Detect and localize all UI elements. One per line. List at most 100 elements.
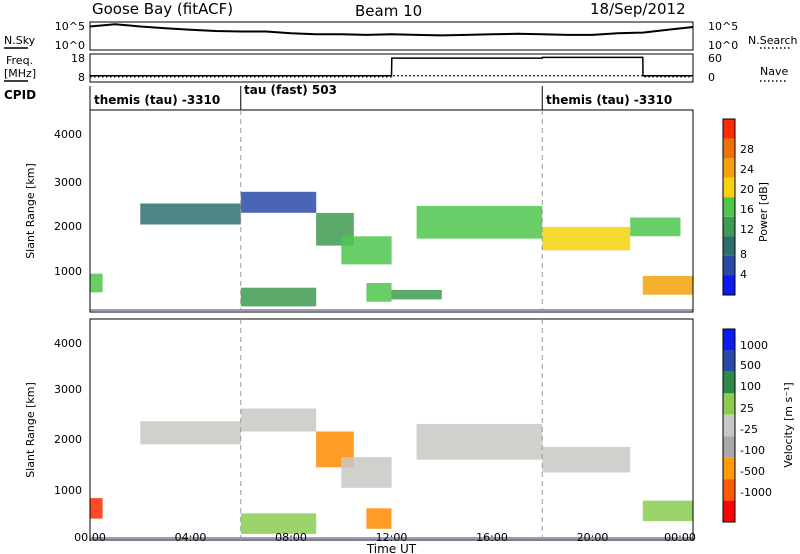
power-frame <box>89 109 694 313</box>
velocity-cbar-tick-500: 500 <box>740 359 761 372</box>
nsky-frame <box>89 21 694 51</box>
nsky-label: N.Sky <box>4 34 36 47</box>
velocity-data-cells <box>90 408 694 539</box>
velocity-cbar-tick-neg100: -100 <box>740 444 765 457</box>
station-title: Goose Bay (fitACF) <box>92 0 233 18</box>
power-colorbar-frame <box>722 118 736 296</box>
freq-left-tick-bottom: 8 <box>78 71 85 84</box>
power-cbar-tick-4: 4 <box>740 268 747 281</box>
x-axis-label: Time UT <box>366 542 417 554</box>
velocity-cbar-tick-neg500: -500 <box>740 465 765 478</box>
heatmap-region <box>140 203 241 225</box>
power-ytick-3000: 3000 <box>54 176 82 189</box>
colorbar-cell <box>723 119 735 139</box>
heatmap-region <box>542 446 631 473</box>
heatmap-region <box>140 421 241 445</box>
velocity-ytick-1000: 1000 <box>54 484 82 497</box>
cpid-label: CPID <box>4 88 36 102</box>
power-cbar-tick-20: 20 <box>740 183 754 196</box>
velocity-panel: 4000 3000 2000 1000 Slant Range [km] <box>24 318 694 541</box>
nave-series-line <box>90 74 693 78</box>
colorbar-cell <box>723 436 735 458</box>
colorbar-cell <box>723 275 735 295</box>
velocity-cbar-tick-100: 100 <box>740 380 761 393</box>
velocity-colorbar-cells <box>723 329 735 522</box>
colorbar-cell <box>723 457 735 480</box>
colorbar-cell <box>723 414 735 437</box>
heatmap-region <box>240 513 317 534</box>
freq-label: Freq. <box>6 54 33 67</box>
colorbar-cell <box>723 479 735 501</box>
nave-label: Nave <box>760 65 788 78</box>
nsky-panel: N.Sky 10^5 10^0 10^5 10^0 N.Search <box>4 20 798 52</box>
power-colorbar-label: Power [dB] <box>757 182 770 242</box>
power-panel: 4000 3000 2000 1000 Slant Range [km] <box>24 109 694 313</box>
heatmap-region <box>90 273 103 293</box>
colorbar-cell <box>723 371 735 394</box>
velocity-ytick-2000: 2000 <box>54 433 82 446</box>
power-ytick-1000: 1000 <box>54 265 82 278</box>
velocity-ylabel: Slant Range [km] <box>24 382 37 478</box>
velocity-colorbar-frame <box>722 328 736 523</box>
colorbar-cell <box>723 500 735 522</box>
nsearch-label: N.Search <box>748 34 798 47</box>
xtick-0400: 04:00 <box>175 531 207 544</box>
nsky-right-tick-top: 10^5 <box>708 20 738 33</box>
cpid-segment-1: themis (tau) -3310 <box>94 93 220 107</box>
nsky-right-tick-bottom: 10^0 <box>708 39 738 52</box>
colorbar-cell <box>723 255 735 276</box>
freq-panel: Freq. [MHz] 18 8 60 0 Nave <box>4 52 788 84</box>
power-ytick-4000: 4000 <box>54 128 82 141</box>
velocity-ytick-3000: 3000 <box>54 383 82 396</box>
velocity-ytick-4000: 4000 <box>54 337 82 350</box>
heatmap-baseline <box>90 537 693 539</box>
xtick-2400: 00:00 <box>664 531 696 544</box>
velocity-colorbar: 1000 500 100 25 -25 -100 -500 -1000 Velo… <box>722 328 795 523</box>
nave-right-tick-top: 60 <box>708 52 722 65</box>
power-cbar-tick-8: 8 <box>740 248 747 261</box>
heatmap-region <box>642 500 694 522</box>
heatmap-region <box>90 498 103 519</box>
heatmap-baseline <box>90 309 693 311</box>
heatmap-region <box>630 217 681 237</box>
cpid-strip: CPID themis (tau) -3310 tau (fast) 503 t… <box>4 83 672 110</box>
colorbar-cell <box>723 158 735 178</box>
x-axis: 00:00 04:00 08:00 12:00 16:00 20:00 00:0… <box>74 531 696 554</box>
colorbar-cell <box>723 329 735 351</box>
xtick-0800: 08:00 <box>275 531 307 544</box>
power-cbar-tick-16: 16 <box>740 203 754 216</box>
heatmap-region <box>240 408 317 432</box>
power-cbar-tick-28: 28 <box>740 143 754 156</box>
velocity-cbar-tick-25: 25 <box>740 402 754 415</box>
velocity-cbar-tick-neg1000: -1000 <box>740 486 772 499</box>
power-cbar-tick-24: 24 <box>740 163 754 176</box>
power-ytick-2000: 2000 <box>54 220 82 233</box>
nsky-series-line <box>89 23 694 37</box>
cpid-segment-2: tau (fast) 503 <box>244 83 337 97</box>
heatmap-region <box>240 287 317 307</box>
freq-frame <box>89 53 694 83</box>
power-colorbar: 28 24 20 16 12 8 4 Power [dB] <box>722 118 770 296</box>
heatmap-region <box>341 457 392 488</box>
power-data-cells <box>90 191 694 311</box>
colorbar-cell <box>723 197 735 217</box>
heatmap-region <box>416 423 543 460</box>
colorbar-cell <box>723 350 735 372</box>
colorbar-cell <box>723 138 735 159</box>
freq-series-line <box>90 56 693 77</box>
cpid-segment-3: themis (tau) -3310 <box>546 93 672 107</box>
xtick-1600: 16:00 <box>476 531 508 544</box>
heatmap-region <box>542 226 631 251</box>
heatmap-region <box>366 283 392 302</box>
xtick-1200: 12:00 <box>376 531 408 544</box>
xtick-0000: 00:00 <box>74 531 106 544</box>
colorbar-cell <box>723 236 735 256</box>
velocity-frame <box>89 318 694 541</box>
colorbar-cell <box>723 393 735 415</box>
power-cbar-tick-12: 12 <box>740 223 754 236</box>
velocity-cbar-tick-1000: 1000 <box>740 339 768 352</box>
freq-unit-label: [MHz] <box>4 67 36 80</box>
beam-title: Beam 10 <box>355 2 422 20</box>
heatmap-region <box>341 236 392 265</box>
